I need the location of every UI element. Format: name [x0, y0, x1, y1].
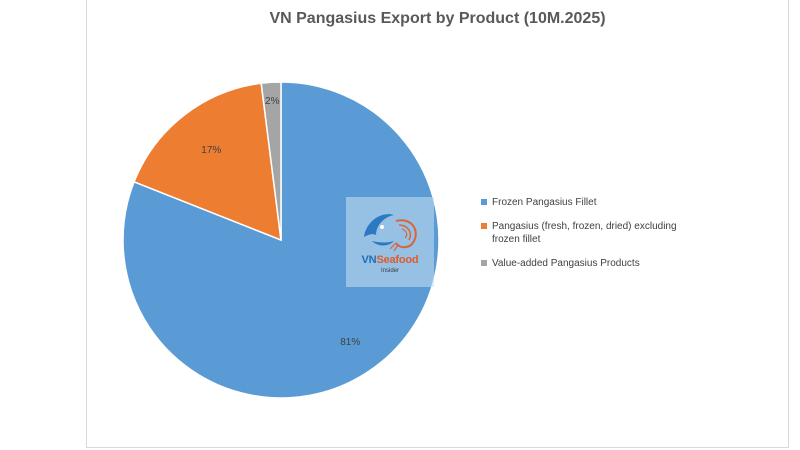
- chart-legend: Frozen Pangasius Fillet Pangasius (fresh…: [481, 196, 681, 281]
- fish-shrimp-logo-icon: [364, 214, 417, 252]
- legend-swatch: [481, 223, 487, 229]
- slice-data-label: 17%: [201, 145, 221, 156]
- pie-slice: [260, 81, 282, 241]
- watermark-brand: VNSeafood: [346, 254, 434, 266]
- watermark-logo: VNSeafood Insider: [346, 197, 434, 287]
- legend-label: Frozen Pangasius Fillet: [492, 197, 597, 208]
- legend-item: Value-added Pangasius Products: [481, 257, 681, 270]
- watermark-brand-sub: Insider: [380, 268, 399, 274]
- legend-label: Value-added Pangasius Products: [492, 258, 640, 269]
- slice-data-label: 2%: [265, 96, 280, 107]
- chart-title: VN Pangasius Export by Product (10M.2025…: [269, 10, 606, 27]
- watermark-brand-accent: Seafood: [376, 254, 419, 266]
- legend-swatch: [481, 199, 487, 205]
- pie-slice: [133, 82, 282, 242]
- legend-item: Frozen Pangasius Fillet: [481, 196, 681, 209]
- watermark-brand-main: VN: [361, 254, 377, 266]
- legend-swatch: [481, 260, 487, 266]
- legend-label: Pangasius (fresh, frozen, dried) excludi…: [492, 221, 677, 245]
- legend-item: Pangasius (fresh, frozen, dried) excludi…: [481, 220, 681, 246]
- slice-data-label: 81%: [340, 337, 360, 348]
